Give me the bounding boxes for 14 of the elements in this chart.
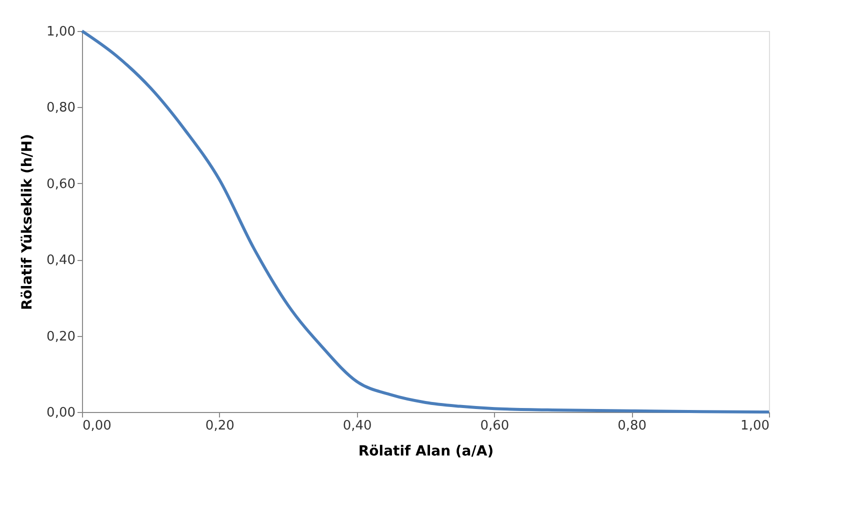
x-axis-title: Rölatif Alan (a/A) (358, 444, 494, 460)
y-tick-label: 0,80 (46, 100, 76, 116)
x-tick-label: 0,80 (618, 418, 647, 434)
x-tick-label: 0,00 (82, 418, 112, 434)
y-tick-label: 1,00 (46, 24, 76, 40)
y-axis-title: Rölatif Yükseklik (h/H) (20, 134, 36, 310)
y-tick-label: 0,40 (46, 253, 76, 268)
x-tick-label: 0,20 (205, 418, 234, 434)
x-tick-label: 0,60 (480, 418, 510, 434)
y-tick-label: 0,60 (46, 176, 76, 192)
x-tick-label: 0,40 (342, 418, 372, 434)
y-tick-label: 0,00 (46, 406, 76, 420)
y-tick-label: 0,20 (46, 329, 76, 344)
x-tick-label: 1,00 (740, 418, 770, 434)
